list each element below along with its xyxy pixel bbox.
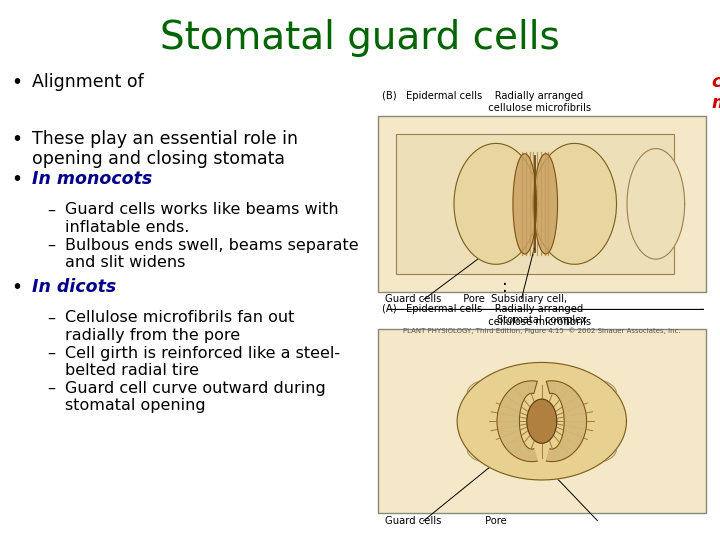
Polygon shape [546,381,587,462]
Text: In dicots: In dicots [32,278,117,296]
Polygon shape [562,379,616,408]
Text: (A)   Epidermal cells    Radially arranged
                                  cel: (A) Epidermal cells Radially arranged ce… [382,305,590,327]
Text: •: • [11,130,22,148]
Text: –: – [47,381,55,396]
Text: These play an essential role in
opening and closing stomata: These play an essential role in opening … [32,130,298,168]
Polygon shape [527,399,557,443]
Polygon shape [533,144,616,264]
Text: Guard cells              Pore: Guard cells Pore [385,516,507,526]
Text: Guard cells       Pore  Subsidiary cell,: Guard cells Pore Subsidiary cell, [385,294,567,305]
Text: –: – [47,310,55,326]
Text: Guard cells works like beams with
inflatable ends.: Guard cells works like beams with inflat… [65,202,338,235]
Bar [378,329,706,513]
Text: cellulose
microfibrils: cellulose microfibrils [711,73,720,112]
Text: Stomatal complex: Stomatal complex [497,315,587,325]
Polygon shape [467,434,522,464]
Text: •: • [11,170,22,189]
Polygon shape [454,144,538,264]
Text: :: : [503,278,508,296]
Text: Cellulose microfibrils fan out
radially from the pore: Cellulose microfibrils fan out radially … [65,310,294,343]
Text: Bulbous ends swell, beams separate
and slit widens: Bulbous ends swell, beams separate and s… [65,238,359,270]
Bar [396,133,675,274]
Text: •: • [11,73,22,92]
Polygon shape [505,434,579,467]
Polygon shape [562,434,616,464]
Polygon shape [534,154,557,254]
Text: PLANT PHYSIOLOGY, Third Edition, Figure 4.15  © 2002 Sinauer Associates, Inc.: PLANT PHYSIOLOGY, Third Edition, Figure … [403,328,680,334]
Text: –: – [47,238,55,253]
Polygon shape [513,154,536,254]
Polygon shape [467,401,522,442]
Text: Cell girth is reinforced like a steel-
belted radial tire: Cell girth is reinforced like a steel- b… [65,346,340,378]
Polygon shape [467,379,522,408]
Bar [378,116,706,292]
Text: –: – [47,346,55,361]
Polygon shape [497,381,537,462]
Text: •: • [11,278,22,297]
Polygon shape [457,362,626,480]
Text: Guard cell curve outward during
stomatal opening: Guard cell curve outward during stomatal… [65,381,325,413]
Text: Alignment of: Alignment of [32,73,150,91]
Polygon shape [627,148,685,259]
Text: Stomatal guard cells: Stomatal guard cells [160,19,560,57]
Text: In monocots: In monocots [32,170,153,188]
Text: –: – [47,202,55,218]
Text: :: : [606,170,612,188]
Polygon shape [562,401,616,442]
Polygon shape [505,376,579,408]
Text: (B)   Epidermal cells    Radially arranged
                                  cel: (B) Epidermal cells Radially arranged ce… [382,91,590,113]
